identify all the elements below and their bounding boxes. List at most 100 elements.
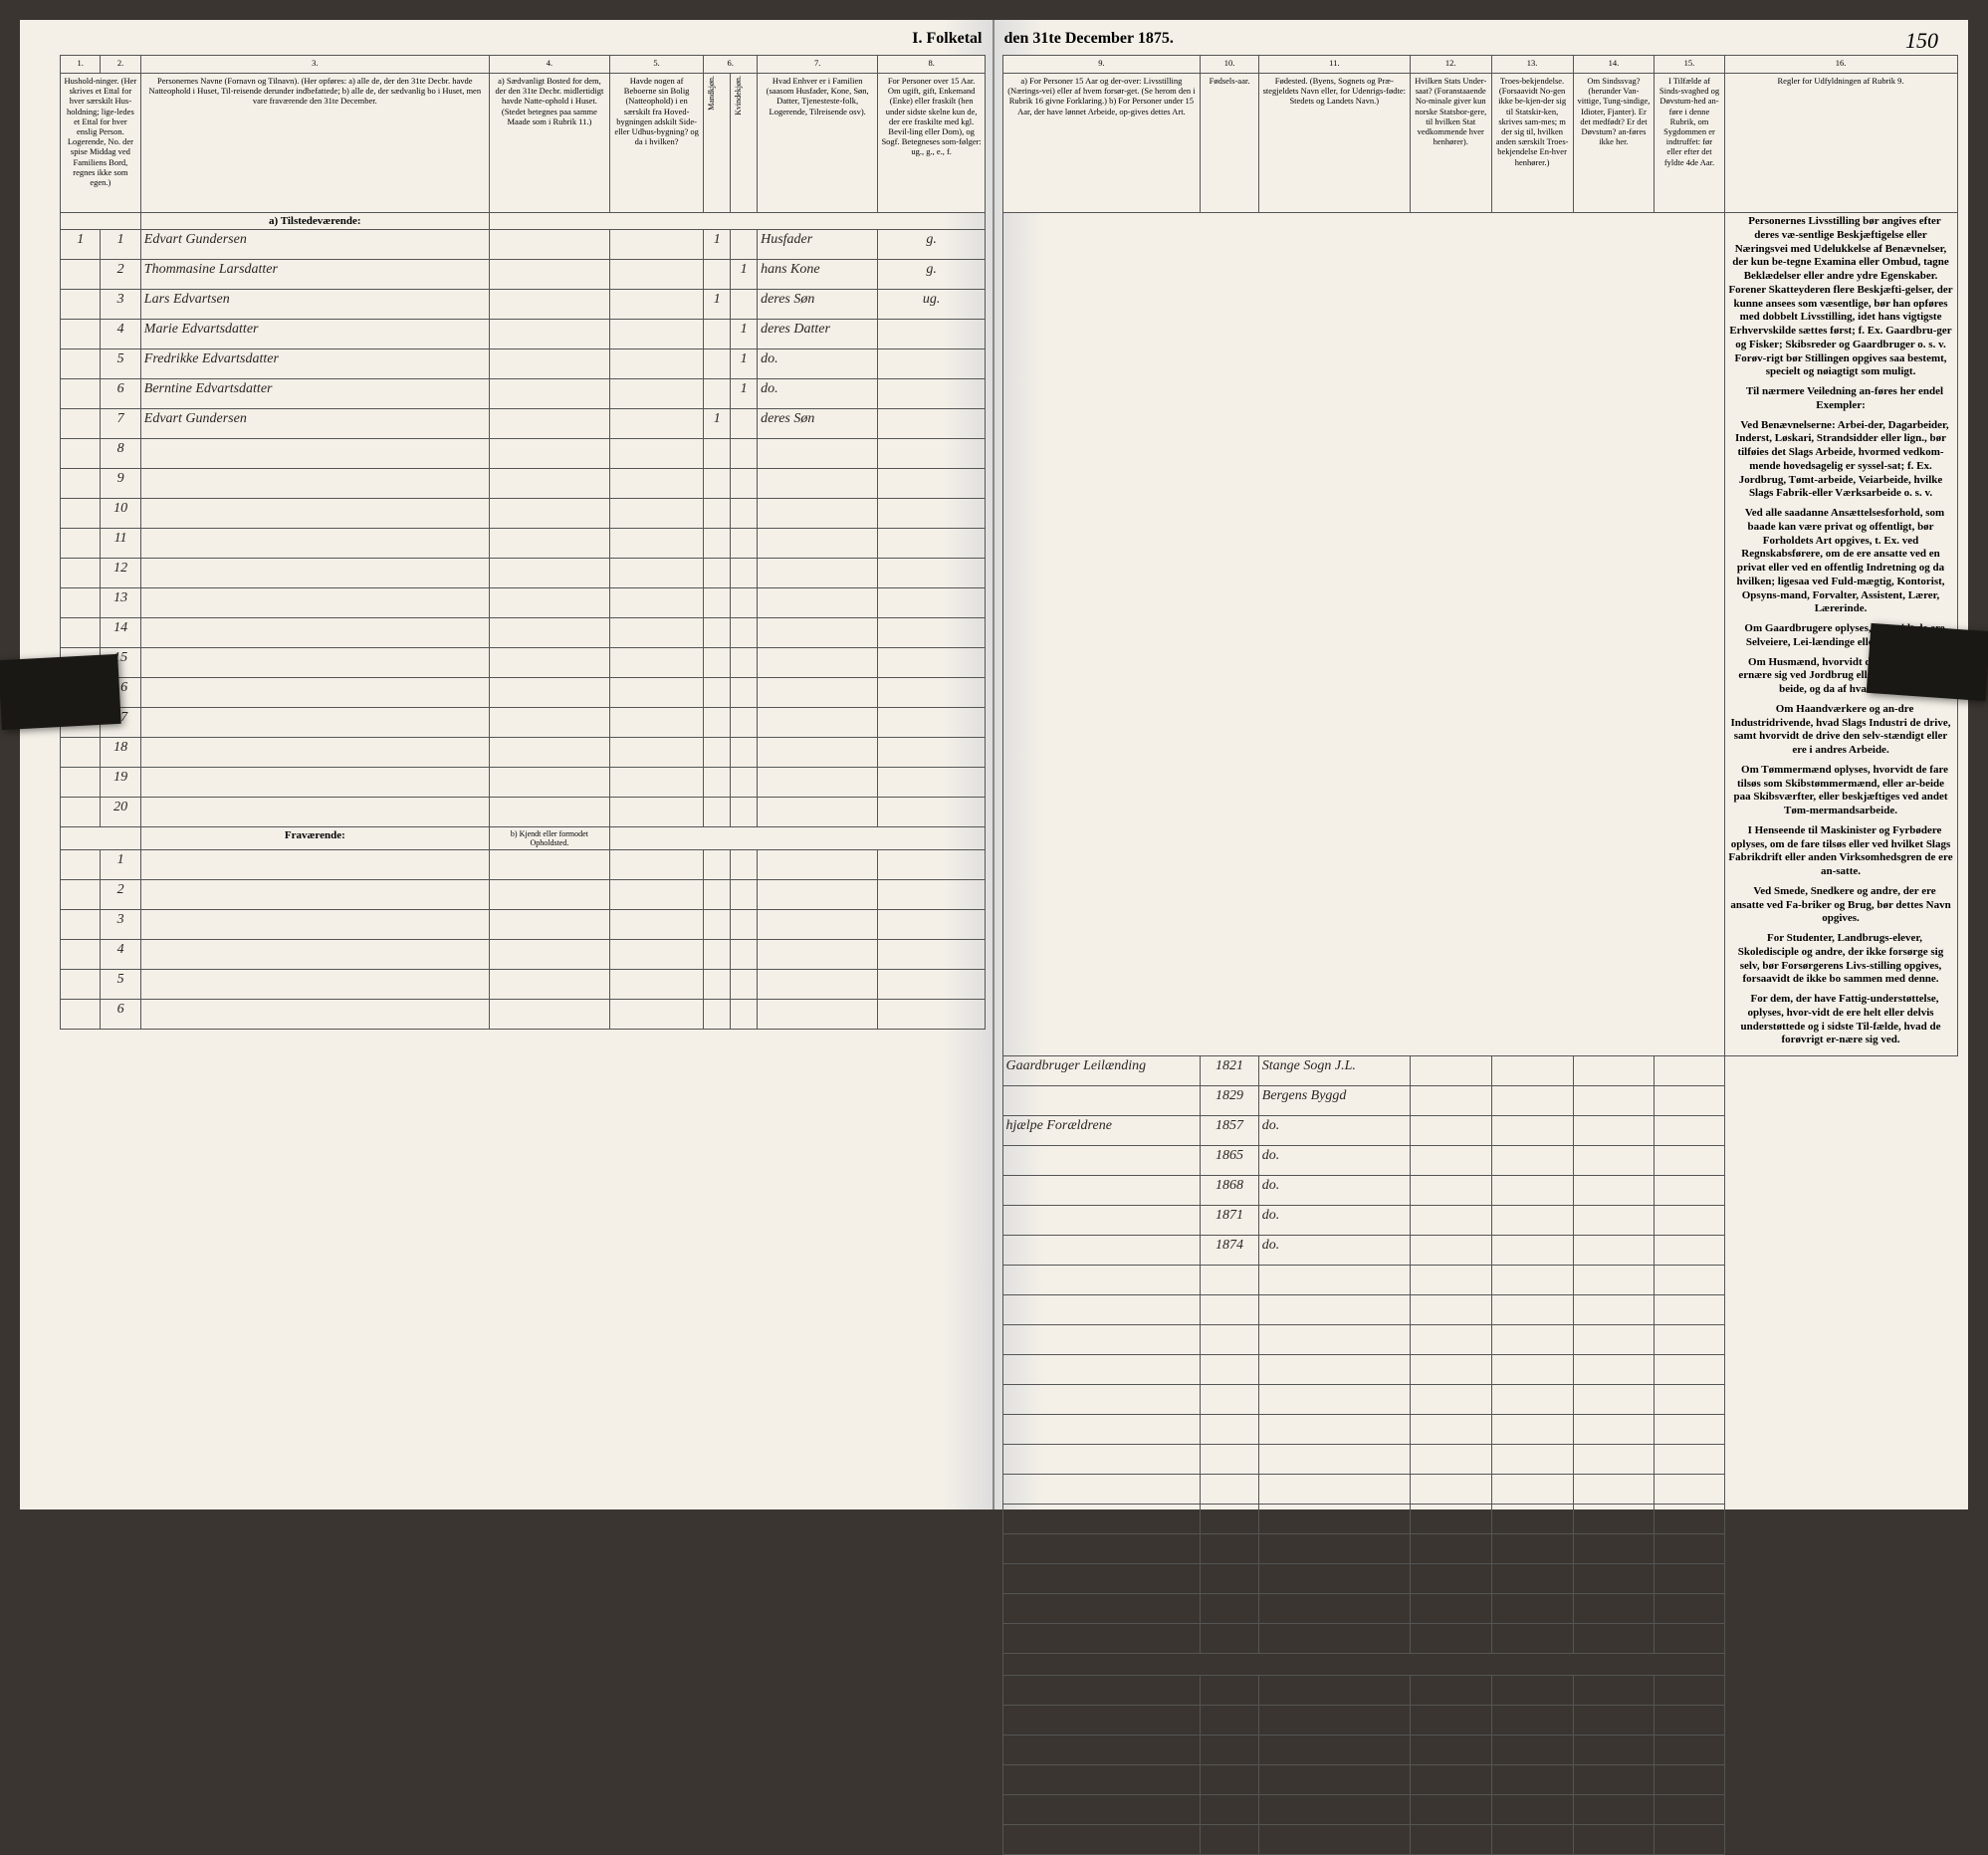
c5 xyxy=(610,349,704,379)
c12 xyxy=(1410,1086,1491,1116)
c15 xyxy=(1655,1146,1724,1176)
table-row: 2Thommasine Larsdatter1hans Koneg. xyxy=(61,260,986,290)
table-row: 5Fredrikke Edvartsdatter1do. xyxy=(61,349,986,379)
c6a xyxy=(704,379,731,409)
table-row xyxy=(1002,1266,1957,1295)
hh-num xyxy=(61,260,101,290)
col-3: 3. xyxy=(140,56,489,74)
page-right: den 31te December 1875. 150 9. 10. 11. 1… xyxy=(994,20,1969,1509)
table-row: 20 xyxy=(61,798,986,827)
c10: 1874 xyxy=(1201,1236,1258,1266)
c5 xyxy=(610,320,704,349)
hh-num xyxy=(61,290,101,320)
table-row xyxy=(1002,1385,1957,1415)
page-left: I. Folketal 1. 2. 3. 4. 5. 6. 7. 8. Hush… xyxy=(20,20,994,1509)
header-1-2: Hushold-ninger. (Her skrives et Ettal fo… xyxy=(61,74,141,213)
c8 xyxy=(878,379,986,409)
c7: deres Datter xyxy=(758,320,878,349)
c13 xyxy=(1491,1116,1573,1146)
c9 xyxy=(1002,1146,1201,1176)
c14 xyxy=(1573,1116,1655,1146)
row-num: 2 xyxy=(101,260,140,290)
col-12: 12. xyxy=(1410,56,1491,74)
table-row: 6Berntine Edvartsdatter1do. xyxy=(61,379,986,409)
c10: 1868 xyxy=(1201,1176,1258,1206)
table-row: 1868do. xyxy=(1002,1176,1957,1206)
header-5: Havde nogen af Beboerne sin Bolig (Natte… xyxy=(610,74,704,213)
table-row xyxy=(1002,1295,1957,1325)
c7: deres Søn xyxy=(758,290,878,320)
table-row: 8 xyxy=(61,439,986,469)
c8: ug. xyxy=(878,290,986,320)
section-absent: Fraværende: b) Kjendt eller formodet Oph… xyxy=(61,827,986,850)
person-name: Berntine Edvartsdatter xyxy=(140,379,489,409)
row-num: 1 xyxy=(101,230,140,260)
table-row xyxy=(1002,1825,1957,1855)
c12 xyxy=(1410,1176,1491,1206)
c10: 1821 xyxy=(1201,1056,1258,1086)
col-1: 1. xyxy=(61,56,101,74)
section-absent-spacer-right xyxy=(1002,1654,1957,1676)
header-row-right: a) For Personer 15 Aar og der-over: Livs… xyxy=(1002,74,1957,213)
c6a xyxy=(704,320,731,349)
c4 xyxy=(489,320,609,349)
table-row: 1829Bergens Byggd xyxy=(1002,1086,1957,1116)
col-6: 6. xyxy=(704,56,758,74)
c10: 1829 xyxy=(1201,1086,1258,1116)
table-row: 3Lars Edvartsen1deres Sønug. xyxy=(61,290,986,320)
c12 xyxy=(1410,1146,1491,1176)
c5 xyxy=(610,290,704,320)
table-row: 5 xyxy=(61,970,986,1000)
header-4: a) Sædvanligt Bosted for dem, der den 31… xyxy=(489,74,609,213)
c4 xyxy=(489,349,609,379)
c12 xyxy=(1410,1056,1491,1086)
c13 xyxy=(1491,1086,1573,1116)
c15 xyxy=(1655,1086,1724,1116)
c6b: 1 xyxy=(731,349,758,379)
table-row: 18 xyxy=(61,738,986,768)
c9 xyxy=(1002,1086,1201,1116)
table-row xyxy=(1002,1765,1957,1795)
c14 xyxy=(1573,1056,1655,1086)
c4 xyxy=(489,230,609,260)
c9 xyxy=(1002,1176,1201,1206)
c7: do. xyxy=(758,379,878,409)
c14 xyxy=(1573,1206,1655,1236)
table-row xyxy=(1002,1795,1957,1825)
col-14: 14. xyxy=(1573,56,1655,74)
c5 xyxy=(610,230,704,260)
table-row xyxy=(1002,1445,1957,1475)
header-10: Fødsels-aar. xyxy=(1201,74,1258,213)
hh-num xyxy=(61,349,101,379)
c7: Husfader xyxy=(758,230,878,260)
c14 xyxy=(1573,1236,1655,1266)
table-row xyxy=(1002,1415,1957,1445)
c6b xyxy=(731,409,758,439)
c6b: 1 xyxy=(731,379,758,409)
hh-num xyxy=(61,409,101,439)
c6a: 1 xyxy=(704,409,731,439)
table-row xyxy=(1002,1505,1957,1534)
c8: g. xyxy=(878,230,986,260)
table-row: 11 xyxy=(61,529,986,559)
table-row: 4Marie Edvartsdatter1deres Datter xyxy=(61,320,986,349)
c13 xyxy=(1491,1236,1573,1266)
row-num: 4 xyxy=(101,320,140,349)
census-table-right: 9. 10. 11. 12. 13. 14. 15. 16. a) For Pe… xyxy=(1002,55,1958,1855)
c13 xyxy=(1491,1206,1573,1236)
table-row xyxy=(1002,1676,1957,1706)
table-row: 7Edvart Gundersen1deres Søn xyxy=(61,409,986,439)
table-row: 12 xyxy=(61,559,986,588)
c12 xyxy=(1410,1206,1491,1236)
table-row: 19 xyxy=(61,768,986,798)
c11: do. xyxy=(1258,1116,1410,1146)
c8 xyxy=(878,409,986,439)
column-numbers-left: 1. 2. 3. 4. 5. 6. 7. 8. xyxy=(61,56,986,74)
table-row xyxy=(1002,1594,1957,1624)
table-row: 16 xyxy=(61,678,986,708)
c7: hans Kone xyxy=(758,260,878,290)
c4 xyxy=(489,409,609,439)
col-16: 16. xyxy=(1724,56,1957,74)
header-13: Troes-bekjendelse. (Forsaavidt No-gen ik… xyxy=(1491,74,1573,213)
census-book: I. Folketal 1. 2. 3. 4. 5. 6. 7. 8. Hush… xyxy=(20,20,1968,1509)
